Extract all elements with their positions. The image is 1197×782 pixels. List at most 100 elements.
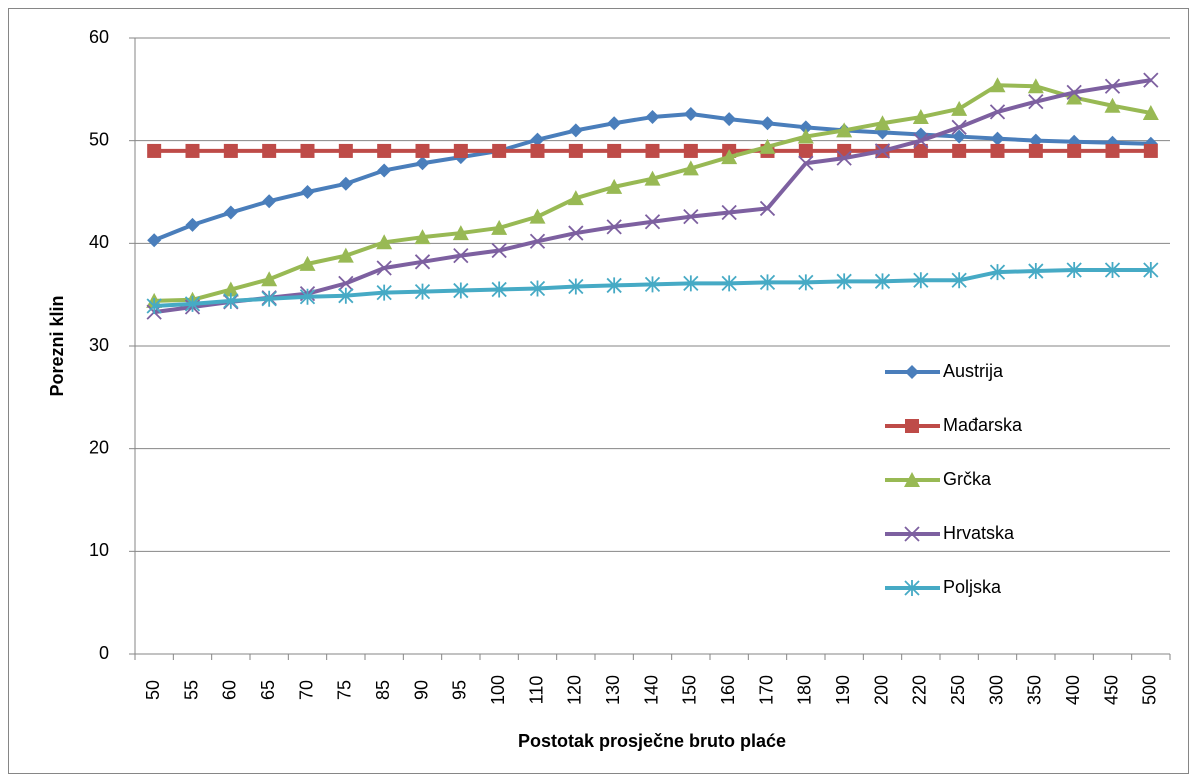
marker [1027,78,1044,94]
marker-shape [760,116,775,131]
x-tick-label: 130 [603,675,623,705]
marker-shape [606,277,622,294]
marker-shape [759,274,776,291]
x-tick-label: 150 [680,675,700,705]
marker-shape [836,273,852,290]
marker [606,277,622,294]
marker-shape [874,143,891,159]
marker-shape [453,143,468,158]
marker-shape [147,233,162,248]
marker [760,116,775,131]
marker-shape [529,280,546,297]
marker [874,273,891,290]
marker [874,143,891,159]
y-tick-label: 30 [89,335,109,355]
marker-shape [223,292,239,309]
marker-shape [299,255,316,271]
marker-shape [1028,94,1044,110]
marker [300,185,315,199]
marker [905,365,919,379]
marker [683,106,698,121]
marker-shape [1104,78,1121,94]
marker-shape [147,143,162,158]
marker-shape [989,77,1006,93]
x-tick-label: 450 [1101,675,1121,705]
marker-shape [952,129,967,144]
marker [874,115,891,131]
marker [529,233,546,249]
marker-shape [530,143,545,158]
marker-shape [1028,263,1044,280]
marker-shape [645,110,660,125]
marker [1028,94,1044,110]
marker [568,278,584,295]
marker-shape [1104,97,1121,113]
marker [300,143,315,158]
marker [492,143,507,158]
marker-shape [798,120,813,135]
x-tick-label: 70 [296,680,316,700]
marker [759,274,776,291]
marker-shape [529,208,546,224]
marker [185,143,200,158]
marker [529,280,546,297]
marker-shape [904,526,920,542]
marker [261,290,277,307]
marker-shape [951,119,967,135]
marker-shape [1143,262,1159,279]
marker-shape [989,104,1006,120]
marker-shape [836,122,853,138]
marker-shape [568,143,583,158]
marker-shape [529,233,546,249]
marker-shape [568,278,584,295]
marker [721,204,737,221]
x-tick-label: 300 [986,675,1006,705]
marker [904,580,920,596]
y-axis-title: Porezni klin [47,295,67,396]
marker [222,281,239,297]
marker [607,116,622,131]
marker-shape [1143,143,1158,158]
marker [905,419,919,433]
marker-shape [1066,89,1083,105]
marker-shape [376,284,392,301]
marker-shape [223,143,238,158]
marker-shape [913,272,929,289]
marker [453,143,468,158]
marker [606,219,622,235]
marker-shape [952,143,967,158]
marker-shape [797,128,814,144]
marker-shape [452,225,469,241]
x-tick-label: 50 [143,680,163,700]
marker-shape [338,176,353,191]
x-tick-label: 95 [450,680,470,700]
marker [836,150,852,166]
marker [530,143,545,158]
marker-shape [377,163,392,178]
marker-shape [951,100,968,116]
marker-shape [300,185,315,199]
marker [682,160,699,176]
marker [1104,97,1121,113]
y-tick-label: 0 [99,643,109,663]
marker [644,214,661,230]
marker-shape [1143,72,1159,88]
marker-shape [683,275,699,292]
marker [1028,143,1043,158]
marker [223,292,239,309]
legend-label: Grčka [943,469,992,489]
marker-shape [530,132,545,147]
marker-shape [607,116,622,131]
marker [904,472,920,487]
marker-shape [905,419,919,433]
marker [836,122,853,138]
marker [989,77,1006,93]
marker [912,109,929,125]
marker-shape [223,205,238,220]
marker-shape [1027,78,1044,94]
marker-shape [1142,104,1159,120]
marker [913,143,928,158]
marker-shape [337,247,354,263]
marker [1143,143,1158,158]
